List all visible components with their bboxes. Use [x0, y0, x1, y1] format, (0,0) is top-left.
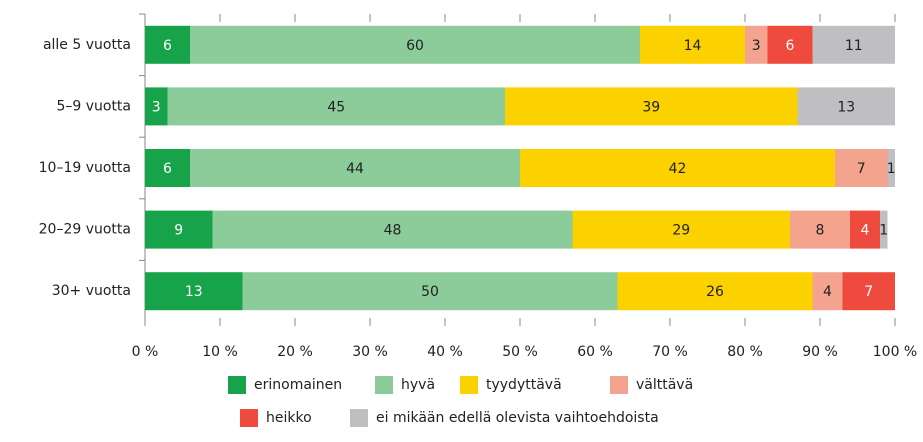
x-tick-label: 30 % — [352, 344, 388, 360]
bar-segment — [190, 25, 640, 64]
data-label: 9 — [174, 223, 183, 239]
bar-segment — [812, 25, 895, 64]
x-tick-label: 80 % — [727, 344, 763, 360]
x-tick-label: 40 % — [427, 344, 463, 360]
y-tick-label: alle 5 vuotta — [43, 37, 131, 53]
bar-segment — [745, 25, 768, 64]
bar-segment — [520, 149, 835, 187]
legend-swatch — [610, 376, 628, 394]
bar-segment — [145, 272, 243, 311]
bar-segment — [190, 149, 520, 187]
bar-segment — [842, 272, 895, 311]
x-tick-label: 60 % — [577, 344, 613, 360]
data-label: 3 — [752, 38, 761, 54]
data-label: 6 — [163, 161, 172, 177]
legend-swatch — [228, 376, 246, 394]
bar-segment — [572, 210, 790, 249]
bar-segment — [850, 210, 880, 249]
legend-swatch — [350, 409, 368, 427]
bar-segment — [812, 272, 843, 311]
x-tick-label: 90 % — [802, 344, 838, 360]
data-label: 4 — [823, 284, 832, 300]
bar-segment — [145, 25, 190, 64]
bar-segment — [505, 87, 798, 126]
y-tick-label: 5–9 vuotta — [56, 98, 131, 114]
legend-label: heikko — [266, 410, 312, 426]
legend-label: välttävä — [636, 377, 693, 393]
x-tick-label: 0 % — [132, 344, 159, 360]
bar-segment — [880, 210, 888, 249]
data-label: 44 — [346, 161, 364, 177]
bar-segment — [835, 149, 888, 187]
data-label: 42 — [669, 161, 687, 177]
data-label: 3 — [152, 99, 161, 115]
legend-label: tyydyttävä — [486, 377, 562, 393]
x-tick-label: 50 % — [502, 344, 538, 360]
x-tick-label: 10 % — [202, 344, 238, 360]
bar-segment — [167, 87, 505, 126]
data-label: 11 — [845, 38, 863, 54]
bar-segment — [887, 149, 895, 187]
data-label: 14 — [684, 38, 702, 54]
data-label: 1 — [887, 161, 896, 177]
data-label: 1 — [879, 223, 888, 239]
data-label: 39 — [642, 99, 660, 115]
x-tick-label: 100 % — [873, 344, 917, 360]
data-label: 29 — [672, 223, 690, 239]
legend-swatch — [375, 376, 393, 394]
data-label: 8 — [816, 223, 825, 239]
bar-segment — [212, 210, 573, 249]
bar-segment — [767, 25, 813, 64]
data-label: 13 — [837, 99, 855, 115]
y-tick-label: 20–29 vuotta — [39, 222, 131, 238]
bar-segment — [242, 272, 618, 311]
bar-segment — [790, 210, 850, 249]
legend-swatch — [460, 376, 478, 394]
bar-segment — [145, 210, 213, 249]
legend-label: erinomainen — [254, 377, 342, 393]
data-label: 7 — [857, 161, 866, 177]
data-label: 45 — [327, 99, 345, 115]
data-label: 26 — [706, 284, 724, 300]
bar-segment — [617, 272, 813, 311]
legend-label: ei mikään edellä olevista vaihtoehdoista — [376, 410, 659, 426]
data-label: 6 — [786, 38, 795, 54]
data-label: 7 — [864, 284, 873, 300]
bar-segment — [640, 25, 745, 64]
y-tick-label: 30+ vuotta — [52, 283, 131, 299]
bar-segment — [797, 87, 895, 126]
data-label: 48 — [384, 223, 402, 239]
data-label: 6 — [163, 38, 172, 54]
x-tick-label: 20 % — [277, 344, 313, 360]
data-label: 4 — [861, 223, 870, 239]
data-label: 50 — [421, 284, 439, 300]
data-label: 13 — [185, 284, 203, 300]
bar-segment — [145, 149, 190, 187]
x-tick-label: 70 % — [652, 344, 688, 360]
bar-segment — [145, 87, 168, 126]
legend-label: hyvä — [401, 377, 435, 393]
data-label: 60 — [406, 38, 424, 54]
y-tick-label: 10–19 vuotta — [39, 160, 131, 176]
legend-swatch — [240, 409, 258, 427]
